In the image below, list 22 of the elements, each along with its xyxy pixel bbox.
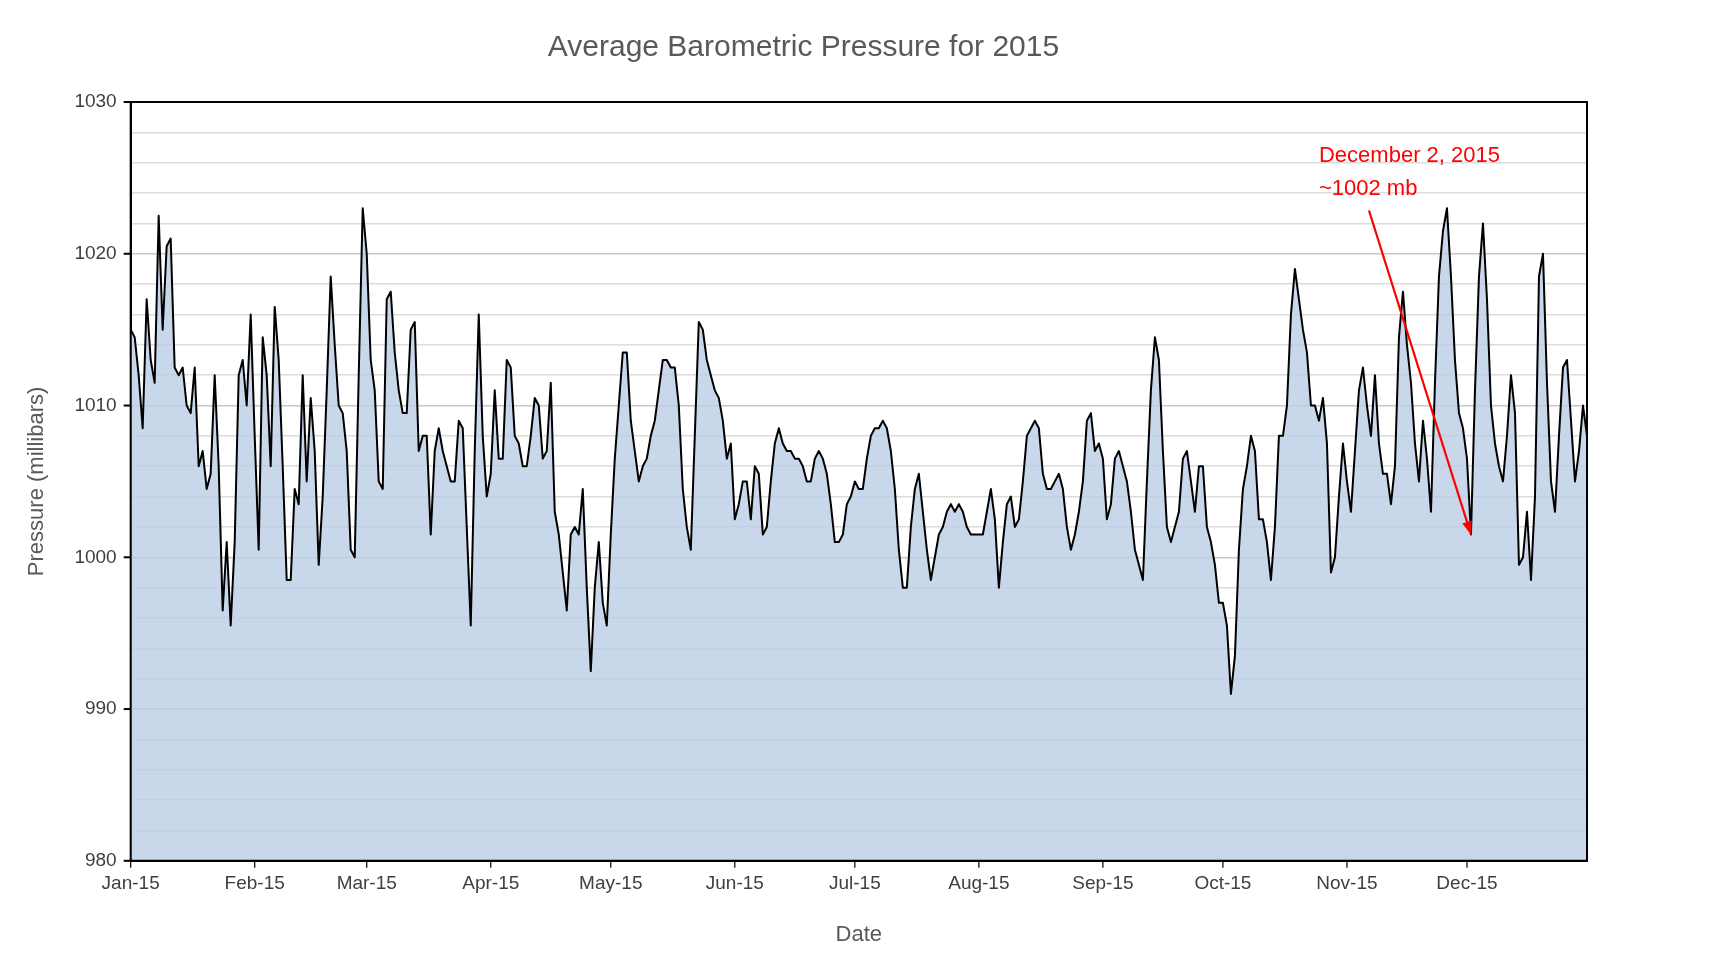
y-tick-label: 990 — [84, 697, 117, 719]
x-tick-label: Oct-15 — [1194, 872, 1252, 894]
x-tick-label: Aug-15 — [948, 872, 1010, 894]
x-tick-label: Sep-15 — [1072, 872, 1134, 894]
x-tick-label: Apr-15 — [462, 872, 520, 894]
annotation: December 2, 2015 ~1002 mb — [1318, 141, 1500, 200]
x-tick-label: Mar-15 — [336, 872, 397, 894]
x-axis-title: Date — [835, 920, 883, 946]
x-tick-label: Jun-15 — [705, 872, 764, 894]
x-tick-label: Feb-15 — [224, 872, 285, 894]
x-tick-label: Jul-15 — [828, 872, 881, 894]
x-tick-label: May-15 — [579, 872, 643, 894]
x-tick-label: Nov-15 — [1316, 872, 1378, 894]
y-tick-label: 1010 — [74, 393, 117, 415]
x-tick-label: Dec-15 — [1436, 872, 1498, 894]
y-tick-label: 980 — [84, 849, 117, 871]
chart-title: Average Barometric Pressure for 2015 — [547, 29, 1060, 63]
y-tick-label: 1000 — [74, 545, 117, 567]
y-tick-label: 1030 — [74, 90, 117, 112]
y-axis-title: Pressure (millibars) — [23, 386, 49, 577]
y-tick-label: 1020 — [74, 241, 117, 263]
x-tick-label: Jan-15 — [101, 872, 160, 894]
